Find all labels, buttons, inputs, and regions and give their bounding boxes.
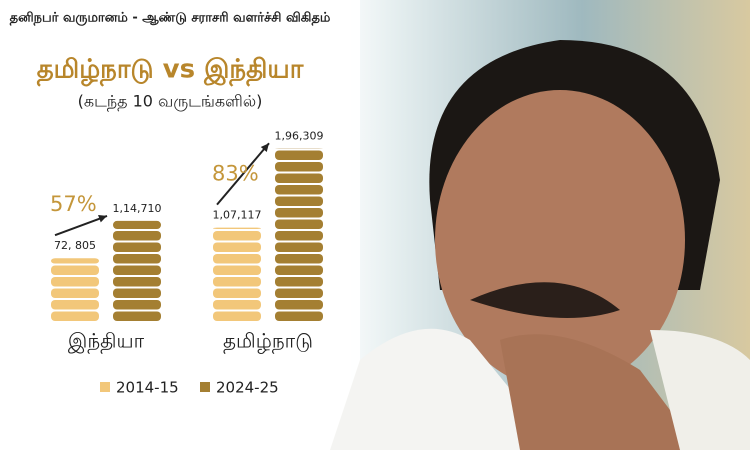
coin xyxy=(113,300,161,310)
title: தனிநபர் வருமானம் - ஆண்டு சராசரி வளர்ச்சி… xyxy=(10,11,331,26)
coin xyxy=(275,311,323,321)
coin xyxy=(275,185,323,195)
growth-arrow xyxy=(54,214,108,237)
coin xyxy=(275,162,323,172)
coin xyxy=(275,242,323,252)
arrow-head xyxy=(98,215,107,223)
coin xyxy=(213,254,261,264)
value-label: 1,14,710 xyxy=(113,202,162,215)
coin xyxy=(213,227,261,229)
coin xyxy=(113,254,161,264)
legend-swatch xyxy=(100,382,110,392)
legend-swatch xyxy=(200,382,210,392)
coin xyxy=(275,219,323,229)
coin xyxy=(113,288,161,298)
legend-label: 2024-25 xyxy=(216,379,279,397)
coin xyxy=(275,288,323,298)
coin xyxy=(213,288,261,298)
coin-stack xyxy=(51,258,99,321)
coin xyxy=(113,265,161,275)
coin-stack xyxy=(213,227,261,321)
coin xyxy=(213,242,261,252)
coin xyxy=(51,300,99,310)
value-label: 1,96,309 xyxy=(275,129,324,142)
coin xyxy=(213,231,261,241)
coin xyxy=(51,288,99,298)
coin xyxy=(113,220,161,229)
coin xyxy=(275,150,323,160)
coin xyxy=(51,258,99,264)
category-label: இந்தியா xyxy=(68,329,145,354)
coin xyxy=(51,311,99,321)
arrow-head xyxy=(260,143,269,152)
coin-stack xyxy=(275,148,323,321)
coin xyxy=(275,254,323,264)
coin xyxy=(275,173,323,183)
coin xyxy=(213,277,261,287)
coin xyxy=(275,300,323,310)
coin xyxy=(51,277,99,287)
coin-stack xyxy=(113,220,161,321)
value-label: 72, 805 xyxy=(54,239,96,252)
subtitle: தமிழ்நாடு vs இந்தியா xyxy=(37,55,304,87)
coin xyxy=(275,196,323,206)
value-label: 1,07,117 xyxy=(213,209,262,222)
coin xyxy=(113,277,161,287)
coin xyxy=(51,265,99,275)
growth-label: 83% xyxy=(212,162,259,186)
coin xyxy=(275,277,323,287)
note: (கடந்த 10 வருடங்களில்) xyxy=(78,92,263,112)
legend-label: 2014-15 xyxy=(116,379,179,397)
growth-arrow xyxy=(216,142,270,206)
coin xyxy=(275,265,323,275)
category-label: தமிழ்நாடு xyxy=(223,329,313,354)
coin xyxy=(213,300,261,310)
coin xyxy=(113,311,161,321)
coin xyxy=(213,265,261,275)
coin xyxy=(213,311,261,321)
coin xyxy=(275,231,323,241)
coin xyxy=(113,242,161,252)
growth-label: 57% xyxy=(50,192,97,216)
coin xyxy=(113,231,161,241)
coin xyxy=(275,208,323,218)
